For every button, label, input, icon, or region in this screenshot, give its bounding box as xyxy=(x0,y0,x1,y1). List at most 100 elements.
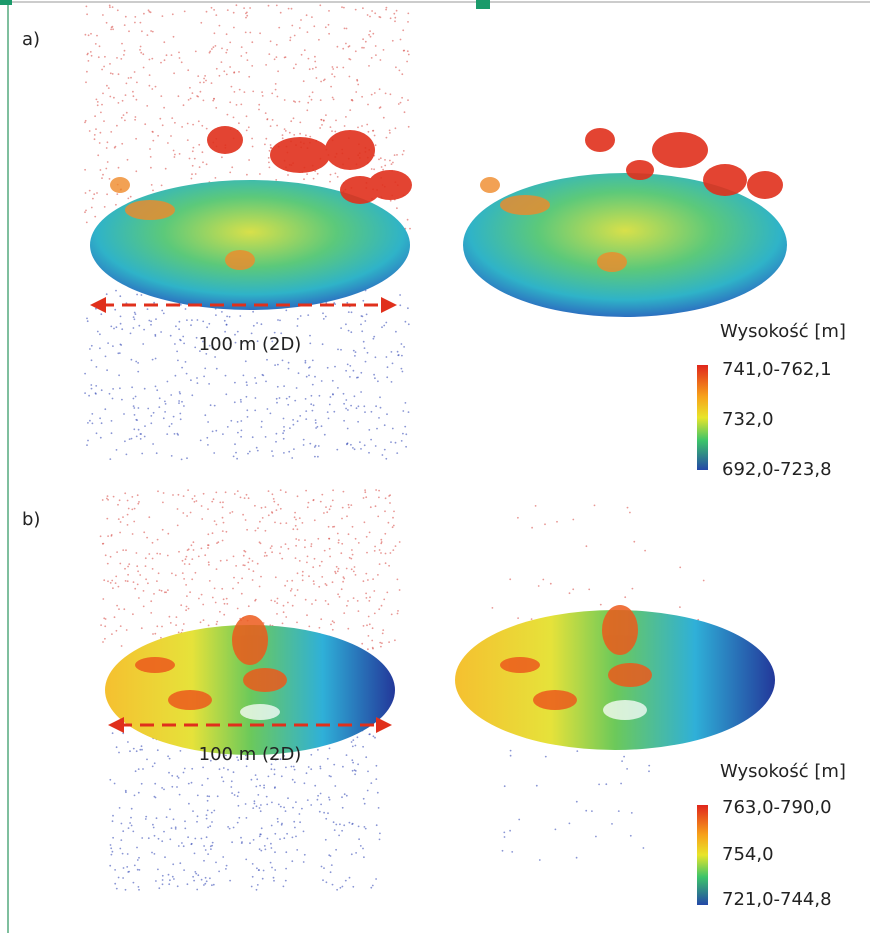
point xyxy=(240,55,242,57)
point xyxy=(257,563,259,565)
point xyxy=(207,795,209,797)
point xyxy=(159,589,161,591)
point xyxy=(241,593,243,595)
point xyxy=(358,826,360,828)
point xyxy=(163,492,165,494)
point xyxy=(401,368,403,370)
point xyxy=(324,79,326,81)
point xyxy=(88,395,90,397)
point xyxy=(391,381,393,383)
point xyxy=(403,50,405,52)
point xyxy=(110,29,112,31)
point xyxy=(237,490,239,492)
point xyxy=(349,376,351,378)
point xyxy=(312,68,314,70)
point xyxy=(397,610,399,612)
point xyxy=(340,887,342,889)
point xyxy=(288,548,290,550)
point xyxy=(338,542,340,544)
point xyxy=(310,768,312,770)
point xyxy=(203,78,205,80)
point xyxy=(320,81,322,83)
point xyxy=(268,514,270,516)
point xyxy=(222,540,224,542)
point xyxy=(307,799,309,801)
point xyxy=(368,452,370,454)
point xyxy=(392,162,394,164)
point xyxy=(387,366,389,368)
point xyxy=(247,416,249,418)
point xyxy=(294,595,296,597)
point xyxy=(331,864,333,866)
point xyxy=(166,54,168,56)
point xyxy=(261,507,263,509)
point xyxy=(287,602,289,604)
point xyxy=(139,49,141,51)
point xyxy=(325,506,327,508)
point xyxy=(166,433,168,435)
point xyxy=(246,174,248,176)
point xyxy=(181,61,183,63)
point xyxy=(118,102,120,104)
point xyxy=(237,432,239,434)
point xyxy=(502,850,504,852)
point xyxy=(282,134,284,136)
point xyxy=(292,528,294,530)
point xyxy=(276,56,278,58)
point xyxy=(114,616,116,618)
point xyxy=(274,600,276,602)
point xyxy=(632,588,634,590)
point xyxy=(542,579,544,581)
point xyxy=(280,12,282,14)
point xyxy=(197,815,199,817)
point xyxy=(211,7,213,9)
scale-label: 100 m (2D) xyxy=(199,334,302,355)
point xyxy=(102,93,104,95)
point xyxy=(331,130,333,132)
point xyxy=(283,605,285,607)
point xyxy=(392,363,394,365)
point xyxy=(407,13,409,15)
point xyxy=(249,558,251,560)
point xyxy=(386,356,388,358)
point xyxy=(328,538,330,540)
point xyxy=(116,57,118,59)
point xyxy=(107,161,109,163)
point xyxy=(145,578,147,580)
point xyxy=(141,30,143,32)
point xyxy=(370,36,372,38)
point xyxy=(207,421,209,423)
point xyxy=(330,624,332,626)
point xyxy=(94,134,96,136)
point xyxy=(390,552,392,554)
point xyxy=(351,549,353,551)
point xyxy=(121,143,123,145)
point xyxy=(160,95,162,97)
point xyxy=(251,41,253,43)
point xyxy=(154,853,156,855)
point xyxy=(234,443,236,445)
point xyxy=(105,356,107,358)
point xyxy=(245,32,247,34)
point xyxy=(297,325,299,327)
point xyxy=(243,7,245,9)
point xyxy=(128,871,130,873)
point xyxy=(383,599,385,601)
point xyxy=(295,801,297,803)
point xyxy=(133,398,135,400)
point xyxy=(365,496,367,498)
point xyxy=(234,794,236,796)
point xyxy=(138,407,140,409)
point xyxy=(213,884,215,886)
point xyxy=(186,595,188,597)
point xyxy=(133,882,135,884)
point xyxy=(386,137,388,139)
point xyxy=(299,821,301,823)
point xyxy=(402,371,404,373)
point xyxy=(165,403,167,405)
point xyxy=(248,497,250,499)
point xyxy=(143,606,145,608)
point xyxy=(296,622,298,624)
point xyxy=(153,827,155,829)
point xyxy=(409,228,411,230)
